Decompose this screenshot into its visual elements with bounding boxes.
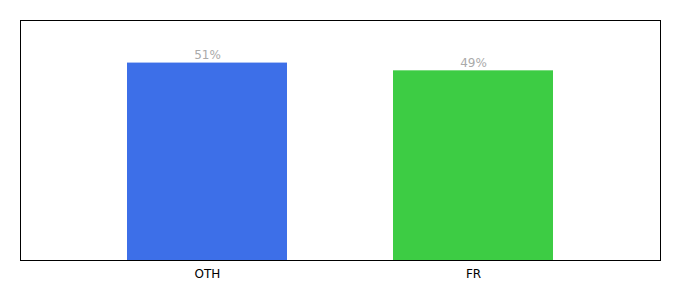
- svg-text:51%: 51%: [194, 48, 221, 62]
- svg-text:OTH: OTH: [195, 267, 221, 281]
- svg-text:49%: 49%: [460, 56, 487, 70]
- svg-text:FR: FR: [466, 267, 481, 281]
